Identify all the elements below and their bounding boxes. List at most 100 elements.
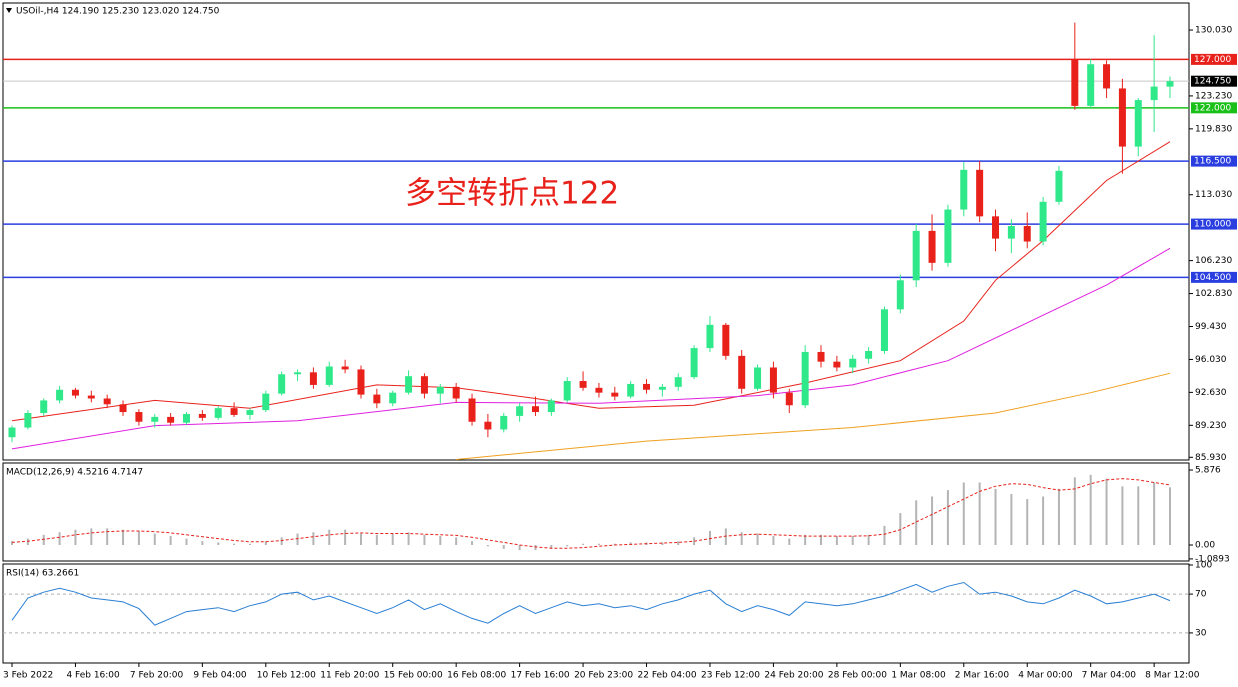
candle-body bbox=[738, 355, 746, 389]
x-tick-label: 20 Feb 23:00 bbox=[574, 671, 633, 681]
candle-body bbox=[896, 280, 904, 310]
candle-body bbox=[1118, 88, 1126, 147]
macd-bar bbox=[629, 542, 632, 545]
macd-bar bbox=[994, 488, 997, 545]
level-label: 110.000 bbox=[1194, 220, 1231, 230]
y-tick-label: 70 bbox=[1195, 590, 1207, 600]
macd-bar bbox=[740, 532, 743, 545]
macd-bar bbox=[471, 541, 474, 545]
macd-bar bbox=[931, 496, 934, 545]
candle-body bbox=[547, 400, 555, 413]
y-tick-label: 100 bbox=[1195, 561, 1212, 571]
macd-bar bbox=[486, 544, 489, 547]
moving-average bbox=[11, 247, 1171, 450]
macd-bar bbox=[11, 541, 13, 545]
y-tick-label: 102.830 bbox=[1195, 289, 1232, 299]
candle-body bbox=[595, 387, 603, 393]
candle-body bbox=[167, 416, 175, 423]
candle-body bbox=[309, 372, 317, 385]
level-label: 127.000 bbox=[1194, 55, 1231, 65]
macd-bar bbox=[296, 533, 299, 545]
macd-bar bbox=[772, 536, 775, 545]
macd-bar bbox=[344, 529, 347, 545]
x-tick-label: 2 Mar 16:00 bbox=[955, 671, 1010, 681]
level-label: 116.500 bbox=[1194, 157, 1231, 167]
level-box bbox=[1191, 155, 1237, 167]
candle-body bbox=[182, 413, 190, 423]
candle-body bbox=[960, 169, 968, 210]
macd-bar bbox=[724, 528, 727, 545]
candle-body bbox=[436, 386, 444, 394]
macd-bar bbox=[661, 542, 664, 545]
candle-body bbox=[944, 209, 952, 263]
candle-body bbox=[135, 412, 143, 422]
rsi-title: RSI(14) 63.2661 bbox=[6, 569, 79, 579]
x-tick-label: 23 Feb 12:00 bbox=[701, 671, 760, 681]
macd-bar bbox=[264, 541, 267, 545]
macd-bar bbox=[835, 536, 838, 545]
macd-bar bbox=[867, 534, 870, 545]
candle-body bbox=[40, 400, 48, 414]
candle-body bbox=[294, 372, 302, 375]
macd-title: MACD(12,26,9) 4.5216 4.7147 bbox=[6, 468, 143, 478]
macd-bar bbox=[169, 536, 172, 545]
candle-body bbox=[865, 351, 873, 359]
macd-bar bbox=[788, 538, 791, 545]
x-tick-label: 11 Feb 20:00 bbox=[320, 671, 379, 681]
macd-bar bbox=[201, 541, 204, 545]
candle-body bbox=[103, 398, 111, 405]
x-tick-label: 3 Feb 2022 bbox=[3, 671, 53, 681]
macd-bar bbox=[677, 541, 680, 545]
x-tick-label: 9 Feb 04:00 bbox=[193, 671, 247, 681]
macd-bar bbox=[312, 532, 315, 545]
macd-bar bbox=[518, 544, 521, 551]
macd-bar bbox=[1026, 499, 1029, 545]
y-tick-label: 119.830 bbox=[1195, 124, 1232, 134]
y-tick-label: -1.0893 bbox=[1195, 554, 1230, 564]
candle-body bbox=[722, 324, 730, 356]
macd-bar bbox=[1137, 486, 1140, 545]
macd-bar bbox=[1089, 474, 1092, 545]
y-tick-label: 5.876 bbox=[1195, 466, 1221, 476]
candle-body bbox=[1150, 86, 1158, 101]
y-tick-label: 130.030 bbox=[1195, 26, 1232, 36]
macd-bar bbox=[90, 528, 93, 545]
macd-bar bbox=[597, 543, 600, 545]
candle-body bbox=[579, 381, 587, 388]
candle-body bbox=[674, 377, 682, 387]
annotation: 多空转折点122 bbox=[405, 176, 619, 212]
candle-body bbox=[71, 389, 79, 396]
macd-bar bbox=[74, 529, 77, 545]
macd-bar bbox=[1153, 482, 1156, 545]
macd-bar bbox=[962, 482, 965, 545]
macd-bar bbox=[693, 537, 696, 545]
candle-body bbox=[468, 398, 476, 422]
candle-body bbox=[706, 324, 714, 349]
candle-body bbox=[24, 413, 32, 428]
candle-body bbox=[420, 376, 428, 394]
macd-bar bbox=[978, 482, 981, 545]
candle-body bbox=[262, 393, 270, 411]
candle-body bbox=[849, 358, 857, 368]
macd-bar bbox=[455, 537, 458, 545]
candle-body bbox=[1023, 226, 1031, 242]
candle-body bbox=[1007, 226, 1015, 239]
y-tick-label: 106.230 bbox=[1195, 256, 1232, 266]
candle-body bbox=[1071, 59, 1079, 106]
x-tick-label: 15 Feb 00:00 bbox=[384, 671, 443, 681]
candle-body bbox=[833, 361, 841, 368]
candle-body bbox=[928, 230, 936, 263]
macd-bar bbox=[582, 543, 585, 545]
x-tick-label: 24 Feb 20:00 bbox=[764, 671, 823, 681]
macd-bar bbox=[1010, 493, 1013, 545]
candle-body bbox=[801, 351, 809, 406]
candle-body bbox=[198, 413, 206, 418]
macd-bar bbox=[1121, 486, 1124, 545]
candle-body bbox=[1166, 81, 1174, 87]
macd-bar bbox=[946, 490, 949, 545]
candle-body bbox=[452, 386, 460, 399]
macd-bar bbox=[106, 528, 109, 545]
macd-bar bbox=[1105, 478, 1108, 545]
level-label: 122.000 bbox=[1194, 103, 1231, 113]
candle-body bbox=[611, 392, 619, 397]
